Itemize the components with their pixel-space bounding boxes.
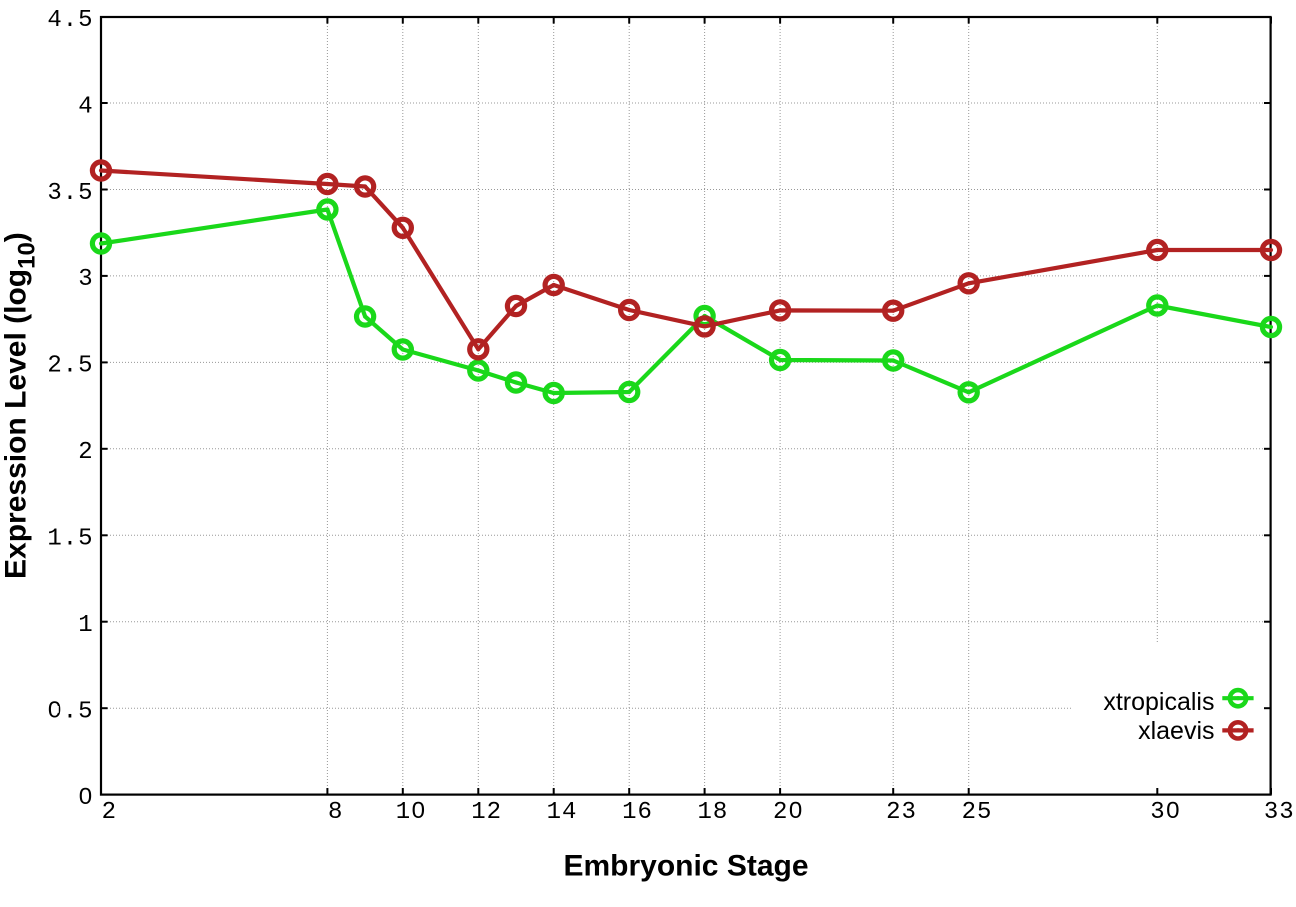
svg-text:3.5: 3.5 [47,180,93,207]
svg-text:4: 4 [78,93,93,120]
svg-text:23: 23 [886,799,917,826]
svg-text:4.5: 4.5 [47,7,93,34]
svg-text:10: 10 [396,799,427,826]
svg-text:30: 30 [1150,799,1181,826]
svg-text:16: 16 [622,799,653,826]
svg-text:Embryonic Stage: Embryonic Stage [563,850,808,883]
svg-text:3: 3 [78,266,93,293]
svg-text:2: 2 [102,799,117,826]
svg-text:8: 8 [328,799,343,826]
svg-text:33: 33 [1264,799,1295,826]
svg-text:14: 14 [547,799,578,826]
svg-text:2.5: 2.5 [47,353,93,380]
svg-text:1: 1 [78,612,93,639]
svg-text:20: 20 [773,799,804,826]
svg-text:2: 2 [78,439,93,466]
svg-text:25: 25 [962,799,993,826]
svg-text:18: 18 [697,799,728,826]
svg-text:1.5: 1.5 [47,526,93,553]
svg-text:12: 12 [471,799,502,826]
svg-text:xlaevis: xlaevis [1138,717,1214,745]
svg-text:xtropicalis: xtropicalis [1103,688,1214,716]
